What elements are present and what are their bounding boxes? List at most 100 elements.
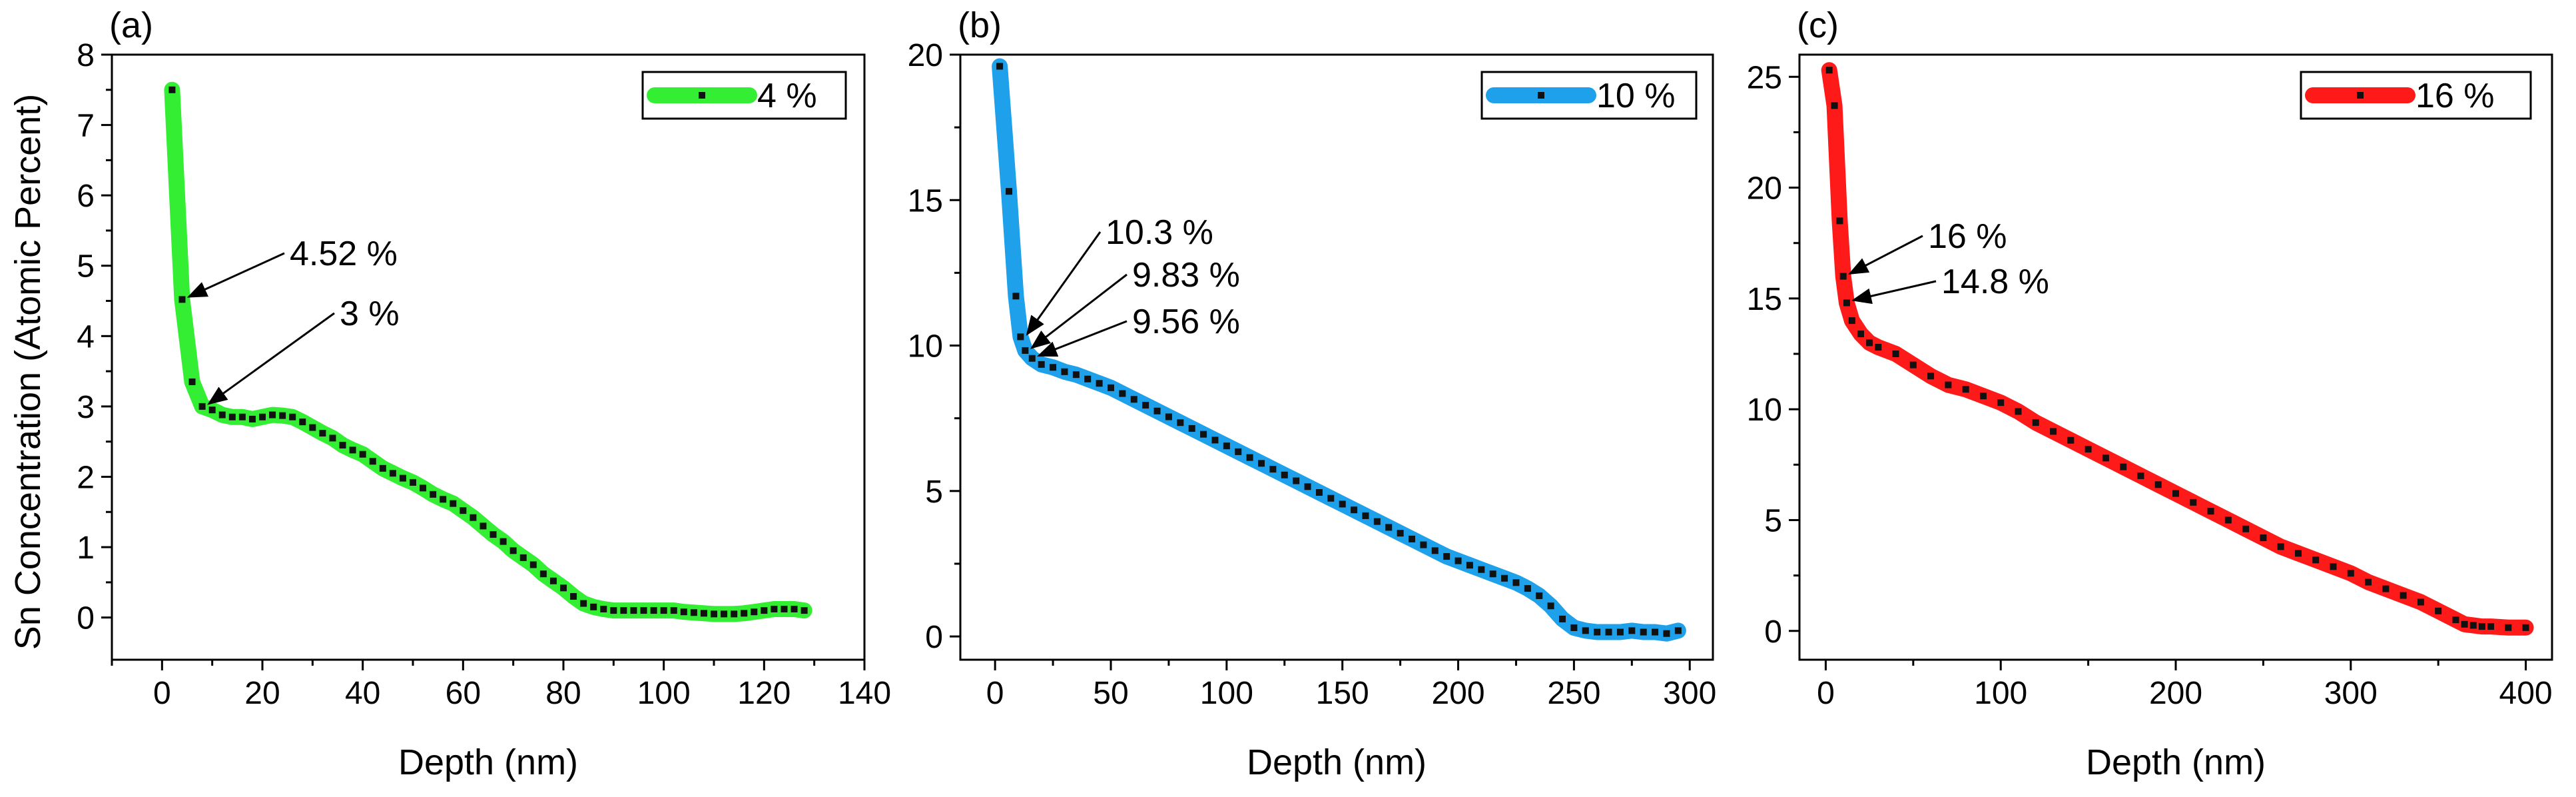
- data-point: [1327, 494, 1335, 502]
- data-point: [711, 610, 717, 618]
- data-point: [359, 450, 366, 458]
- data-point: [1843, 299, 1850, 307]
- legend-label: 10 %: [1596, 77, 1676, 115]
- data-point: [1640, 628, 1647, 636]
- x-tick-label: 200: [1431, 676, 1484, 711]
- data-point: [1050, 364, 1057, 371]
- data-point: [1454, 557, 1462, 564]
- data-point: [1072, 371, 1080, 379]
- data-point: [519, 554, 527, 561]
- data-point: [2277, 543, 2284, 550]
- data-point: [1061, 368, 1068, 375]
- x-axis-label: Depth (nm): [2086, 742, 2266, 782]
- data-point: [590, 603, 597, 610]
- data-point: [1628, 627, 1636, 634]
- data-point: [690, 609, 697, 616]
- data-point: [580, 600, 587, 607]
- data-point: [1304, 483, 1311, 490]
- data-point: [1142, 402, 1149, 409]
- data-point: [731, 610, 738, 618]
- data-point: [1373, 518, 1381, 525]
- data-point: [1875, 344, 1882, 351]
- data-point: [2015, 408, 2022, 415]
- data-point: [1165, 413, 1172, 420]
- series-line: [992, 58, 1686, 642]
- data-point: [349, 446, 356, 454]
- data-point: [2461, 620, 2468, 628]
- data-point: [1177, 419, 1184, 426]
- annotation-label: 4.52 %: [290, 235, 398, 273]
- x-tick-label: 100: [637, 676, 691, 711]
- y-tick-label: 20: [1747, 171, 1782, 207]
- data-point: [549, 577, 557, 584]
- x-tick-label: 140: [838, 676, 891, 711]
- data-point: [1478, 566, 1485, 573]
- x-tick-label: 400: [2499, 676, 2553, 711]
- data-point: [1130, 396, 1137, 403]
- data-point: [1836, 217, 1843, 225]
- x-tick-label: 300: [1663, 676, 1716, 711]
- data-point: [1489, 570, 1496, 578]
- data-point: [2190, 498, 2197, 506]
- data-point: [2469, 622, 2477, 629]
- data-point: [1362, 512, 1369, 519]
- data-point: [460, 507, 467, 514]
- data-point: [2478, 623, 2485, 630]
- annotation-label: 3 %: [340, 295, 400, 333]
- data-point: [751, 608, 758, 616]
- data-point: [1443, 553, 1450, 560]
- y-tick-label: 5: [925, 474, 943, 510]
- x-tick-label: 300: [2324, 676, 2378, 711]
- chart-panel-a: 0 20 40 60 80 100 120 140 0 1 2 3 4 5 6 7 8 Depth (nm) (a)…: [77, 5, 891, 782]
- x-tick-label: 20: [244, 676, 280, 711]
- legend: 10 %: [1480, 71, 1698, 120]
- legend: 16 %: [2300, 71, 2532, 120]
- data-point: [1979, 393, 1987, 400]
- data-point: [1582, 627, 1589, 634]
- data-point: [1235, 448, 1242, 455]
- data-point: [430, 490, 437, 498]
- data-point: [570, 592, 577, 600]
- data-point: [410, 478, 416, 486]
- data-point: [450, 500, 457, 507]
- x-tick-label: 50: [1093, 676, 1128, 711]
- panel-label: (c): [1797, 5, 1839, 45]
- data-point: [480, 522, 487, 530]
- data-point: [2154, 481, 2162, 488]
- data-point: [1108, 384, 1114, 391]
- annotation-label: 16 %: [1928, 217, 2007, 256]
- panel-label: (b): [958, 5, 1002, 45]
- data-point: [791, 605, 798, 612]
- y-tick-label: 15: [1747, 282, 1782, 317]
- data-point: [721, 610, 728, 618]
- x-tick-label: 250: [1547, 676, 1600, 711]
- series-line: [1821, 62, 2534, 636]
- chart-panel-b: 0 50 100 150 200 250 300 0 5 10 15 20 Depth (nm) (b) 1…: [908, 5, 1717, 782]
- data-point: [1962, 386, 1969, 393]
- data-point: [680, 608, 687, 616]
- data-point: [2260, 534, 2267, 542]
- data-point: [2417, 598, 2424, 606]
- data-point: [1017, 333, 1024, 341]
- data-point: [1524, 585, 1531, 592]
- data-point: [2294, 550, 2302, 557]
- data-point: [198, 402, 206, 410]
- data-point: [1339, 500, 1346, 508]
- legend-swatch-marker: [1538, 92, 1544, 99]
- data-point: [259, 413, 266, 420]
- annotation-label: 10.3 %: [1106, 213, 1213, 252]
- data-point: [1536, 592, 1543, 599]
- legend-swatch-marker: [699, 92, 705, 99]
- data-point: [1825, 67, 1833, 74]
- data-point: [560, 584, 567, 592]
- x-tick-label: 0: [1817, 676, 1835, 711]
- data-point: [1616, 628, 1624, 636]
- annotation-arrow: [207, 312, 335, 405]
- data-point: [2102, 454, 2109, 462]
- annotation-arrow: [1036, 320, 1127, 357]
- data-point: [389, 470, 396, 477]
- data-point: [2085, 446, 2092, 453]
- y-tick-label: 3: [77, 390, 95, 425]
- annotation-arrow: [186, 252, 285, 298]
